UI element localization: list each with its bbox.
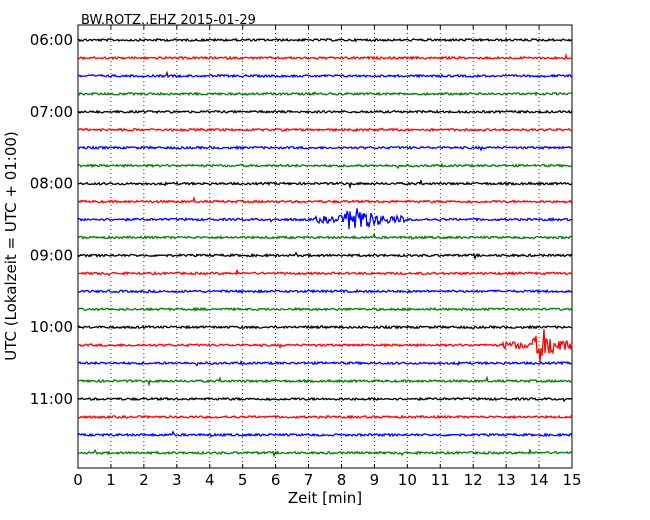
x-tick-label: 13 — [497, 471, 516, 489]
x-tick-label: 2 — [139, 471, 149, 489]
trace-line — [77, 375, 573, 387]
trace-line — [77, 396, 573, 403]
x-tick-label: 1 — [106, 471, 116, 489]
trace-line — [77, 306, 573, 312]
x-tick-label: 15 — [562, 471, 581, 489]
y-axis-ticks: 06:00 07:00 08:00 09:00 10:00 11:00 — [30, 31, 82, 408]
x-tick-label: 3 — [172, 471, 182, 489]
trace-line — [77, 430, 573, 438]
x-tick-label: 8 — [337, 471, 347, 489]
trace-line — [77, 359, 573, 367]
trace-line — [77, 37, 573, 43]
trace-line — [77, 195, 573, 204]
x-tick-label: 7 — [304, 471, 314, 489]
trace-line — [77, 414, 573, 420]
trace-line — [77, 288, 573, 294]
x-tick-label: 9 — [370, 471, 380, 489]
x-tick-label: 12 — [464, 471, 483, 489]
x-tick-label: 4 — [205, 471, 215, 489]
trace-line — [77, 91, 573, 97]
trace-line — [77, 251, 573, 261]
y-tick-label: 07:00 — [30, 103, 73, 121]
trace-line — [77, 109, 573, 115]
trace-line — [77, 208, 573, 230]
trace-line — [77, 269, 573, 277]
y-tick-label: 06:00 — [30, 31, 73, 49]
x-tick-label: 11 — [431, 471, 450, 489]
x-tick-label: 14 — [530, 471, 549, 489]
trace-line — [77, 324, 573, 330]
trace-line — [77, 127, 573, 133]
trace-group — [77, 37, 573, 458]
trace-line — [77, 448, 573, 458]
y-tick-label: 08:00 — [30, 175, 73, 193]
trace-line — [77, 53, 573, 61]
trace-line — [77, 328, 573, 363]
x-tick-label: 0 — [73, 471, 83, 489]
x-axis-label: Zeit [min] — [288, 489, 362, 507]
trace-line — [77, 145, 573, 152]
trace-line — [77, 70, 573, 79]
x-axis-ticks: 0 1 2 3 4 5 6 7 8 9 10 11 12 13 14 15 — [73, 25, 582, 489]
vertical-grid — [110, 25, 540, 468]
trace-line — [77, 232, 573, 241]
x-tick-label: 5 — [238, 471, 248, 489]
x-tick-label: 6 — [271, 471, 281, 489]
y-tick-label: 09:00 — [30, 246, 73, 264]
y-tick-label: 11:00 — [30, 390, 73, 408]
y-axis-label: UTC (Lokalzeit = UTC + 01:00) — [2, 131, 20, 361]
trace-line — [77, 162, 573, 170]
plot-frame — [77, 24, 573, 469]
y-tick-label: 10:00 — [30, 318, 73, 336]
x-tick-label: 10 — [398, 471, 417, 489]
chart-title: BW.ROTZ..EHZ 2015-01-29 — [81, 13, 256, 28]
trace-line — [77, 178, 573, 190]
